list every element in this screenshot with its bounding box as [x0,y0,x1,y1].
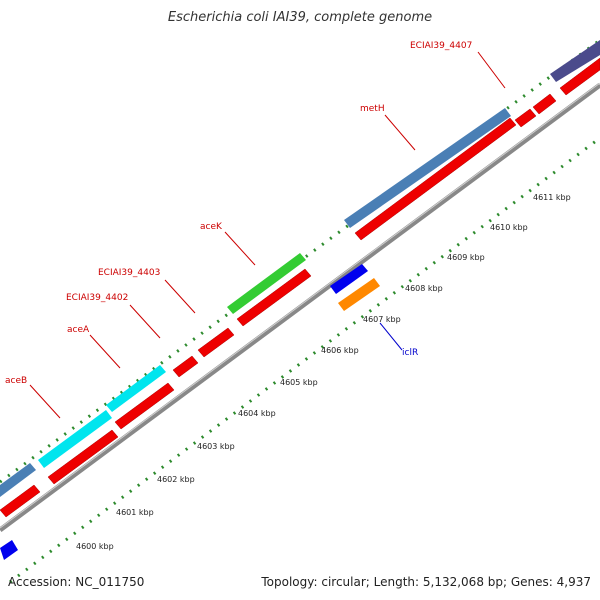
cds-arrow [172,355,199,378]
gene-bar-acek-green [227,253,306,314]
gene-label-acea: aceA [67,325,90,335]
gene-bar-steelblue-left [0,463,36,497]
cds-arrow [354,117,517,241]
callout-line-acek [224,231,256,266]
accession-label: Accession: NC_011750 [8,575,145,589]
tick-label: 4601 kbp [116,508,154,517]
genome-backbone-highlight [0,82,600,529]
tick-label: 4608 kbp [405,284,443,293]
callout-line-iclr [379,322,403,351]
tick-label: 4606 kbp [321,346,359,355]
tick-label: 4605 kbp [280,378,318,387]
map-title: Escherichia coli IAI39, complete genome [167,10,433,25]
callout-line-aceb [29,384,61,419]
tick-label: 4609 kbp [447,253,485,262]
gene-bar-blue [330,264,368,294]
tick-label: 4604 kbp [238,409,276,418]
gene-label-4407: ECIAI39_4407 [410,41,472,51]
genome-summary: Topology: circular; Length: 5,132,068 bp… [261,575,591,589]
gene-bar-iclr-orange [338,278,380,311]
gene-label-4402: ECIAI39_4402 [66,293,128,303]
callout-line-meth [384,114,416,151]
tick-label: 4610 kbp [490,223,528,232]
tick-label: 4603 kbp [197,442,235,451]
cds-arrow [47,429,119,485]
cds-arrow [236,268,312,327]
gene-bar-meth-steelblue [344,108,511,228]
cds-arrow [197,327,235,358]
cds-arrow [114,382,175,430]
gene-label-iclr: iclR [402,348,418,358]
gene-bar-blue-small [0,540,18,560]
callout-lines [29,51,506,419]
cds-arrow [514,108,537,128]
genome-backbone [0,82,600,533]
tick-label: 4607 kbp [363,315,401,324]
callout-line-4403 [164,279,196,314]
callout-line-4402 [129,304,161,339]
gene-bar-eciai39-4407-purple [550,40,600,82]
gene-bar-acea-cyan [38,410,112,468]
callout-line-acea [89,334,121,369]
gene-label-acek: aceK [200,222,223,232]
gene-bar-aceb-cyan [106,365,166,412]
gene-label-4403: ECIAI39_4403 [98,268,160,278]
gene-label-aceb: aceB [5,376,27,386]
cds-arrow [532,93,557,115]
cds-arrow [0,484,41,518]
callout-line-4407 [477,51,506,89]
gene-label-meth: metH [360,104,385,114]
tick-label: 4602 kbp [157,475,195,484]
cds-arrow [559,57,600,96]
inner-ruler-dots [9,136,600,584]
tick-label: 4600 kbp [76,542,114,551]
tick-label: 4611 kbp [533,193,571,202]
cds-track [0,57,600,518]
